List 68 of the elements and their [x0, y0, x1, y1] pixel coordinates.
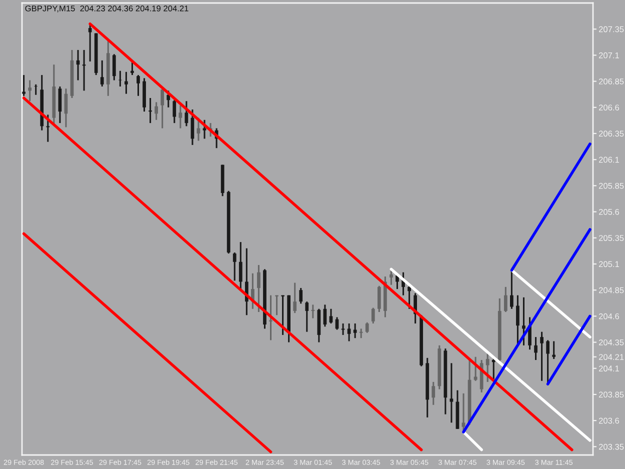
candlestick	[353, 322, 357, 339]
y-tick-label: 206.35	[598, 130, 624, 137]
candlestick	[172, 99, 176, 124]
candlestick	[184, 100, 188, 127]
candlestick	[305, 300, 309, 333]
candlestick	[534, 336, 538, 361]
y-tick-label: 204.6	[598, 313, 620, 320]
candlestick	[28, 79, 32, 102]
candlestick	[347, 322, 351, 342]
candlestick	[371, 307, 375, 324]
y-tick-label: 205.6	[598, 208, 620, 215]
candlestick	[546, 339, 550, 385]
candlestick	[112, 53, 116, 82]
y-tick-label: 203.6	[598, 418, 620, 424]
candlestick	[269, 294, 272, 341]
candlestick	[124, 71, 128, 95]
candlestick	[130, 60, 134, 76]
candlestick	[257, 264, 260, 313]
candlestick	[100, 60, 104, 88]
y-tick-label: 204.35	[598, 339, 624, 346]
y-tick-label: 206.85	[598, 78, 624, 84]
candlestick	[178, 104, 182, 130]
candlestick	[408, 284, 411, 310]
candlestick	[136, 74, 140, 97]
candlestick	[160, 88, 164, 130]
y-tick-label: 204.85	[598, 287, 624, 294]
candlestick	[148, 97, 152, 124]
y-tick-label: 206.1	[598, 156, 620, 163]
candlestick	[154, 101, 158, 121]
candlestick	[432, 381, 436, 406]
candlestick	[450, 362, 454, 424]
candlestick	[34, 84, 38, 96]
candlestick	[377, 285, 381, 313]
candlestick	[504, 286, 508, 313]
y-tick-label: 204.1	[598, 366, 620, 372]
candlestick	[311, 304, 315, 320]
chart-title: GBPJPY,M15 204.23 204.36 204.19 204.21	[25, 5, 188, 12]
candlestick	[299, 287, 303, 304]
candlestick	[552, 340, 556, 360]
y-tick-label: 205.85	[598, 182, 624, 189]
y-tick-label: 203.85	[598, 392, 624, 398]
y-tick-label: 207.1	[598, 52, 620, 58]
candlestick	[232, 252, 236, 282]
candlestick	[365, 322, 369, 334]
candlestick	[486, 352, 490, 383]
candlestick	[540, 331, 544, 382]
candlestick	[516, 294, 520, 346]
candlestick	[510, 269, 514, 310]
candlestick	[166, 90, 170, 108]
y-tick-label: 204.21	[598, 354, 624, 360]
y-tick-label: 205.1	[598, 261, 620, 268]
candlestick	[238, 241, 242, 290]
candlestick	[462, 392, 466, 433]
candlestick	[329, 308, 333, 324]
candlestick	[390, 268, 393, 286]
candlestick	[293, 282, 297, 314]
y-tick-label: 206.6	[598, 104, 620, 110]
candlestick	[22, 74, 26, 97]
candlestick	[522, 296, 526, 346]
y-tick-label: 203.35	[598, 444, 624, 450]
y-tick-label: 207.35	[598, 26, 624, 32]
candlestick	[474, 356, 478, 382]
candlestick	[281, 294, 284, 336]
candlestick	[359, 328, 363, 339]
y-tick-label: 205.35	[598, 235, 624, 241]
candlestick	[275, 294, 278, 316]
candlestick	[492, 357, 496, 381]
candlestick	[46, 114, 50, 143]
